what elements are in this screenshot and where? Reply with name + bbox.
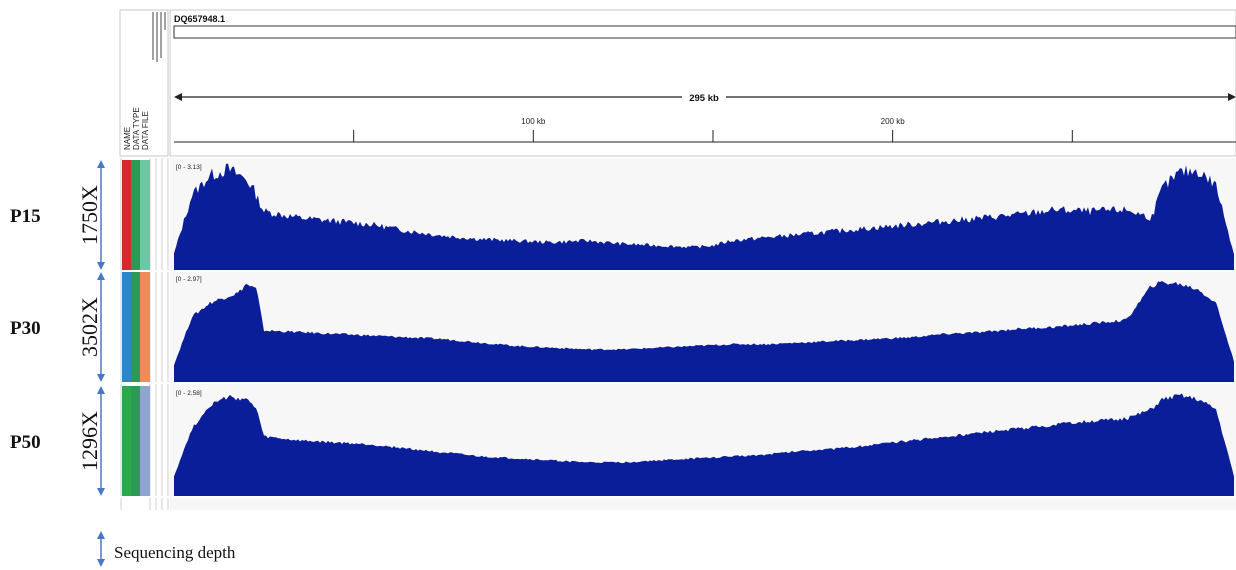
chromosome-ideogram xyxy=(173,25,1236,39)
attribute-garbled-glyphs xyxy=(152,12,166,62)
depth-arrow-top xyxy=(97,160,105,168)
attribute-header-panel xyxy=(119,9,169,157)
coverage-area xyxy=(174,163,1234,270)
depth-arrow-bottom xyxy=(97,374,105,382)
span-arrow-right-head xyxy=(1228,93,1236,101)
ruler-tick-label: 200 kb xyxy=(881,117,906,126)
sample-label: P30 xyxy=(10,318,41,339)
sample-label: P50 xyxy=(10,432,41,453)
track-range-label: [0 - 2.97] xyxy=(176,276,202,283)
legend: Sequencing depth xyxy=(97,531,236,567)
coverage-area xyxy=(174,393,1234,496)
attribute-type-cell[interactable] xyxy=(131,160,140,270)
attribute-file-cell[interactable] xyxy=(140,272,150,382)
depth-label: 1750X xyxy=(77,185,102,245)
attribute-name-label: NAME xyxy=(123,127,132,150)
attribute-type-cell[interactable] xyxy=(131,386,140,496)
ruler-ticks: 100 kb 200 kb xyxy=(353,117,1073,142)
attribute-name-cell[interactable] xyxy=(122,386,131,496)
depth-label: 1296X xyxy=(77,411,102,471)
coverage-track-p50: [0 - 2.58] P50 1296X xyxy=(10,386,1236,498)
coverage-tracks: [0 - 3.13]P15 1750X[0 - 2.97]P30 3502X[0 -… xyxy=(10,160,1236,498)
locus-label: DQ657948.1 xyxy=(174,14,225,24)
track-range-label: [0 - 2.58] xyxy=(176,390,202,397)
ruler-tick-label: 100 kb xyxy=(521,117,546,126)
track-range-label: [0 - 3.13] xyxy=(176,164,202,171)
attribute-file-cell[interactable] xyxy=(140,160,150,270)
depth-label: 3502X xyxy=(77,297,102,357)
coverage-track-p30: [0 - 2.97] P30 3502X xyxy=(10,272,1236,384)
depth-arrow-bottom xyxy=(97,488,105,496)
span-arrow-left-head xyxy=(174,93,182,101)
attribute-type-cell[interactable] xyxy=(131,272,140,382)
sample-label: P15 xyxy=(10,206,41,227)
depth-arrow-top xyxy=(97,272,105,280)
attribute-file-cell[interactable] xyxy=(140,386,150,496)
depth-arrow-bottom xyxy=(97,262,105,270)
depth-arrow-top xyxy=(97,386,105,394)
span-label: 295 kb xyxy=(689,93,719,104)
attribute-type-label: DATA TYPE xyxy=(132,107,141,150)
attribute-name-cell[interactable] xyxy=(122,272,131,382)
coverage-track-p15: [0 - 3.13] P15 1750X xyxy=(10,160,1236,272)
coverage-area xyxy=(174,281,1234,382)
attribute-file-label: DATA FILE xyxy=(141,111,150,150)
legend-label: Sequencing depth xyxy=(114,543,236,562)
attribute-name-cell[interactable] xyxy=(122,160,131,270)
